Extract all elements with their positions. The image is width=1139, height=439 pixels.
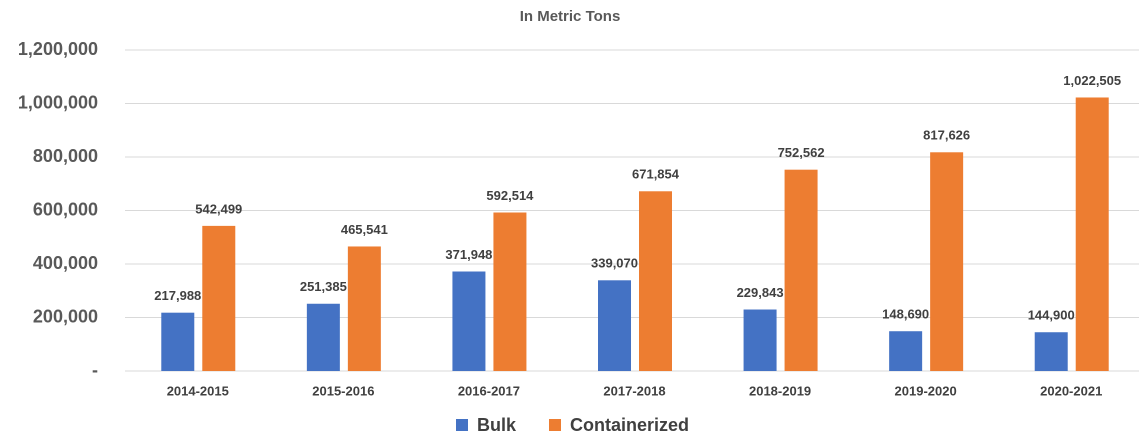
legend-swatch bbox=[549, 419, 561, 431]
data-label: 592,514 bbox=[486, 188, 534, 203]
data-label: 671,854 bbox=[632, 167, 680, 182]
x-tick-label: 2019-2020 bbox=[895, 383, 957, 398]
data-label: 339,070 bbox=[591, 256, 638, 271]
data-label: 148,690 bbox=[882, 307, 929, 322]
bar bbox=[639, 191, 672, 371]
data-label: 251,385 bbox=[300, 279, 347, 294]
data-label: 217,988 bbox=[154, 288, 201, 303]
data-label: 752,562 bbox=[778, 145, 825, 160]
bar bbox=[930, 152, 964, 371]
bar bbox=[784, 169, 818, 371]
data-label: 817,626 bbox=[923, 128, 970, 143]
data-label: 542,499 bbox=[195, 201, 242, 216]
y-tick-label: 600,000 bbox=[33, 199, 98, 219]
legend-label: Bulk bbox=[477, 415, 517, 435]
x-tick-label: 2020-2021 bbox=[1040, 383, 1102, 398]
x-tick-label: 2015-2016 bbox=[312, 383, 374, 398]
bar bbox=[347, 246, 381, 371]
bar bbox=[202, 225, 236, 371]
bar bbox=[1075, 97, 1109, 371]
bar bbox=[889, 331, 923, 371]
chart-title: In Metric Tons bbox=[520, 8, 621, 25]
bar bbox=[161, 312, 195, 371]
x-tick-label: 2014-2015 bbox=[167, 383, 229, 398]
data-label: 371,948 bbox=[445, 247, 492, 262]
y-tick-label: 800,000 bbox=[33, 146, 98, 166]
data-label: 144,900 bbox=[1028, 308, 1075, 323]
y-tick-label: 200,000 bbox=[33, 306, 98, 326]
data-label: 465,541 bbox=[341, 222, 388, 237]
y-tick-label: 1,000,000 bbox=[18, 92, 98, 112]
x-tick-label: 2017-2018 bbox=[603, 383, 665, 398]
x-tick-label: 2016-2017 bbox=[458, 383, 520, 398]
bar bbox=[598, 280, 631, 371]
data-label: 229,843 bbox=[737, 285, 784, 300]
bar bbox=[1034, 332, 1068, 371]
bar bbox=[743, 309, 777, 371]
y-tick-label: 1,200,000 bbox=[18, 39, 98, 59]
y-tick-label: 400,000 bbox=[33, 253, 98, 273]
legend-label: Containerized bbox=[570, 415, 689, 435]
x-tick-label: 2018-2019 bbox=[749, 383, 811, 398]
y-tick-label: - bbox=[92, 360, 98, 380]
data-label: 1,022,505 bbox=[1063, 73, 1121, 88]
bar bbox=[306, 303, 340, 371]
bar bbox=[452, 271, 486, 371]
bar bbox=[493, 212, 527, 371]
legend-swatch bbox=[456, 419, 468, 431]
